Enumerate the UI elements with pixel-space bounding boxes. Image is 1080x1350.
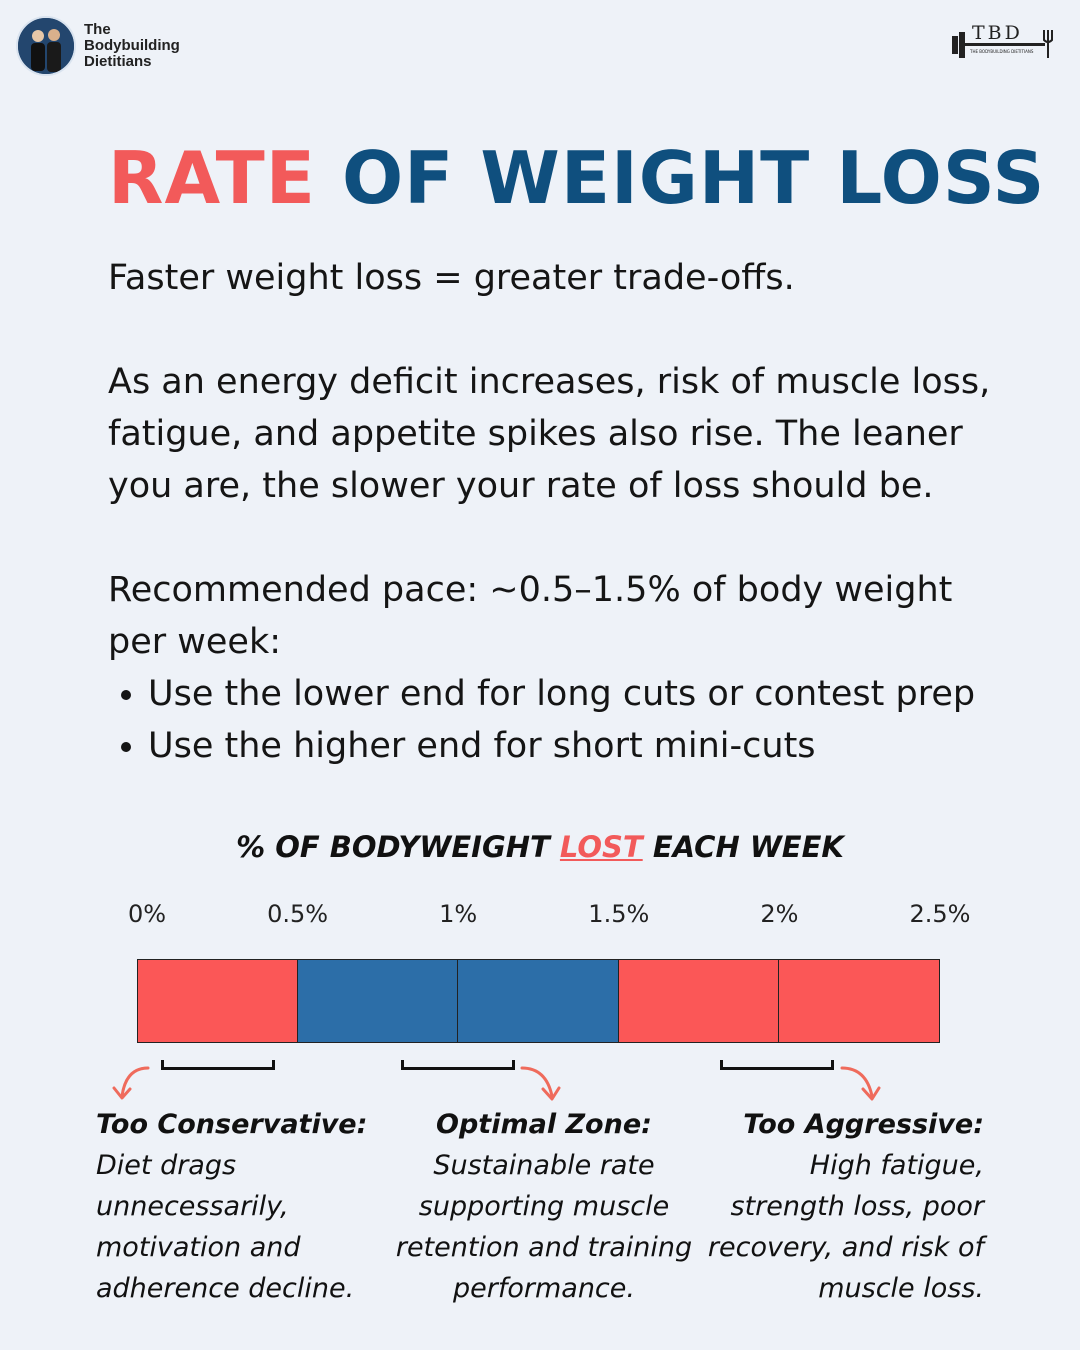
people-icon xyxy=(18,18,74,74)
intro-line: Faster weight loss = greater trade-offs. xyxy=(108,258,795,298)
rate-bar xyxy=(137,959,940,1043)
callout-too-conservative: Too Conservative: Diet drags unnecessari… xyxy=(96,1104,386,1309)
list-item: Use the lower end for long cuts or conte… xyxy=(148,668,1008,720)
tbd-logo: TBD THE BODYBUILDING DIETITIANS xyxy=(952,22,1053,58)
callout-line: muscle loss. xyxy=(818,1273,984,1304)
curved-arrow-icon xyxy=(840,1066,881,1101)
list-item: Use the higher end for short mini-cuts xyxy=(148,720,1008,772)
brand-line-1: The xyxy=(84,21,111,38)
callout-line: performance. xyxy=(453,1273,635,1304)
logo-subtext: THE BODYBUILDING DIETITIANS xyxy=(969,49,1034,54)
title-rest: OF WEIGHT LOSS xyxy=(341,136,1046,220)
callout-optimal-zone: Optimal Zone: Sustainable rate supportin… xyxy=(394,1104,694,1309)
callout-line: motivation and xyxy=(96,1232,301,1263)
tick-label: 2.5% xyxy=(909,900,971,928)
bar-segment-too-aggressive xyxy=(778,960,939,1042)
title-rate: RATE xyxy=(108,136,316,220)
callout-line: adherence decline. xyxy=(96,1273,355,1304)
bracket-conservative xyxy=(161,1060,275,1070)
brand-name: The Bodybuilding Dietitians xyxy=(84,22,180,70)
callout-line: recovery, and risk of xyxy=(707,1232,984,1263)
callout-line: unnecessarily, xyxy=(96,1191,289,1222)
brand-line-2: Bodybuilding xyxy=(84,37,180,54)
callout-heading: Too Aggressive: xyxy=(743,1109,984,1140)
tick-label: 1.5% xyxy=(588,900,650,928)
curved-arrow-icon xyxy=(112,1066,150,1100)
avatar xyxy=(16,16,76,76)
callout-too-aggressive: Too Aggressive: High fatigue, strength l… xyxy=(684,1104,984,1309)
bracket-optimal xyxy=(401,1060,515,1070)
tick-label: 0.5% xyxy=(267,900,329,928)
bar-segment-too-aggressive xyxy=(618,960,779,1042)
bar-segment-optimal xyxy=(458,960,619,1042)
body-text: Faster weight loss = greater trade-offs.… xyxy=(108,252,1008,772)
bar-segment-optimal xyxy=(298,960,459,1042)
callout-line: strength loss, poor xyxy=(730,1191,985,1222)
tick-label: 2% xyxy=(760,900,799,928)
callout-line: Diet drags xyxy=(96,1150,237,1181)
bracket-aggressive xyxy=(720,1060,834,1070)
curved-arrow-icon xyxy=(520,1066,561,1101)
callout-line: supporting muscle xyxy=(418,1191,670,1222)
chart-title-pre: % OF BODYWEIGHT xyxy=(236,830,550,864)
callout-line: retention and training xyxy=(395,1232,693,1263)
tick-label: 0% xyxy=(127,900,167,928)
bar-segment-too-conservative xyxy=(138,960,299,1042)
brand: The Bodybuilding Dietitians xyxy=(16,16,180,76)
callout-heading: Too Conservative: xyxy=(96,1109,368,1140)
recommended-paragraph: Recommended pace: ~0.5–1.5% of body weig… xyxy=(108,570,953,662)
tick-label: 1% xyxy=(439,900,478,928)
recommendation-list: Use the lower end for long cuts or conte… xyxy=(108,668,1008,772)
deficit-paragraph: As an energy deficit increases, risk of … xyxy=(108,362,991,506)
chart-title-emph: LOST xyxy=(559,830,643,864)
callout-heading: Optimal Zone: xyxy=(436,1109,652,1140)
logo-text: TBD xyxy=(972,22,1023,44)
callout-line: Sustainable rate xyxy=(433,1150,655,1181)
brand-line-3: Dietitians xyxy=(84,53,152,70)
chart-title: % OF BODYWEIGHT LOST EACH WEEK xyxy=(0,830,1080,864)
chart-title-post: EACH WEEK xyxy=(652,830,844,864)
callout-line: High fatigue, xyxy=(809,1150,984,1181)
page-title: RATE OF WEIGHT LOSS xyxy=(108,136,1045,220)
